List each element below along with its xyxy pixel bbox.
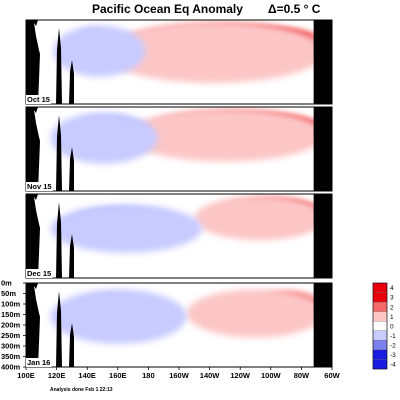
panels-group: Oct 15 Nov 15 Dec 15 Jan 16 [25,19,333,368]
colorbar-segment [372,311,388,322]
x-tick-label: 160E [109,371,127,380]
anomaly-field [50,109,325,164]
x-tick-label: 80W [294,371,310,380]
panel-oct-15: Oct 15 [25,19,333,105]
colorbar-segment [372,301,388,312]
land-west [26,20,40,104]
cold-anomaly-1 [53,25,146,77]
cold-anomaly-2 [50,289,187,344]
colorbar-label: 0 [390,323,394,330]
x-tick-label: 100W [261,371,282,380]
land-island-b [69,234,74,278]
colorbar-segment [372,330,388,341]
colorbar-label: -4 [390,362,396,369]
colorbar-label: 4 [390,285,394,292]
colorbar-segment [372,292,388,303]
panel-month-label: Dec 15 [27,269,51,278]
colorbar-label: 3 [390,295,394,302]
land-east [313,194,332,278]
cold-anomaly-2 [50,204,202,253]
land-island-a [56,28,62,104]
x-tick-label: 60W [324,371,340,380]
depth-tick-label: 200m [1,321,21,330]
land-west [26,107,40,191]
analysis-footer: Analysis done Feb 1 22:13 [50,387,113,393]
land-mask [26,283,332,367]
land-island-b [69,147,74,191]
x-tick-label: 160W [169,371,190,380]
land-mask [26,107,332,191]
panel-jan-16: Jan 16 [25,282,333,368]
land-island-a [56,291,62,367]
panel-month-label-bg [26,358,52,367]
warm-anomaly-1 [186,289,325,338]
panel-month-label: Oct 15 [27,95,50,104]
anomaly-field [50,289,325,344]
panel-dec-15: Dec 15 [25,193,333,279]
colorbar-label: -1 [390,333,396,340]
contour-interval-label: Δ=0.5 ° C [268,2,321,16]
x-tick-label: 180 [142,371,155,380]
land-mask [26,194,332,278]
land-island-b [69,60,74,104]
land-west [26,283,40,367]
depth-tick-label: 250m [1,331,21,340]
panel-month-label: Nov 15 [27,182,52,191]
colorbar-label: -3 [390,352,396,359]
cold-anomaly-2 [50,112,158,164]
colorbar-segment [372,349,388,360]
depth-tick-label: 100m [1,300,21,309]
colorbar-segment [372,282,388,293]
land-east [313,283,332,367]
depth-tick-label: 0m [1,279,12,288]
land-east [313,107,332,191]
colorbar-segment [372,340,388,351]
depth-tick-label: 400m [1,363,21,372]
depth-tick-label: 150m [1,310,21,319]
colorbar-segment [372,359,388,370]
x-axis: 100E 120E 140E 160E 180 160W 140W 120W 100W 80W 60… [17,367,341,380]
panel-month-label: Jan 16 [27,358,50,367]
land-island-a [56,202,62,278]
panel-frame [25,19,333,105]
panel-month-label-bg [26,182,53,191]
x-tick-label: 120W [230,371,251,380]
depth-tick-label: 350m [1,352,21,361]
warm-anomaly-2 [102,22,325,83]
x-tick-label: 140E [78,371,96,380]
warm-anomaly-2 [194,196,325,241]
x-tick-label: 120E [48,371,66,380]
x-tick-label: 140W [200,371,221,380]
panel-nov-15: Nov 15 [25,106,333,192]
warm-anomaly-2 [125,109,325,162]
land-mask [26,20,332,104]
x-tick-label: 100E [17,371,35,380]
land-island-b [69,323,74,367]
colorbar-frame [372,282,388,370]
panel-frame [25,106,333,192]
panel-frame [25,193,333,279]
colorbar-label: 2 [390,304,394,311]
chart-title: Pacific Ocean Eq Anomaly [92,2,243,16]
anomaly-field [50,196,325,253]
depth-tick-label: 50m [1,289,16,298]
colorbar: 4 3 2 1 0 -1 -2 -3 -4 [372,282,396,370]
panel-month-label-bg [26,269,53,278]
anomaly-field [53,22,325,83]
colorbar-label: 1 [390,314,394,321]
colorbar-label: -2 [390,343,396,350]
land-east [313,20,332,104]
land-west [26,194,40,278]
depth-tick-label: 300m [1,342,21,351]
land-island-a [56,115,62,191]
colorbar-segment [372,321,388,331]
panel-month-label-bg [26,95,51,104]
